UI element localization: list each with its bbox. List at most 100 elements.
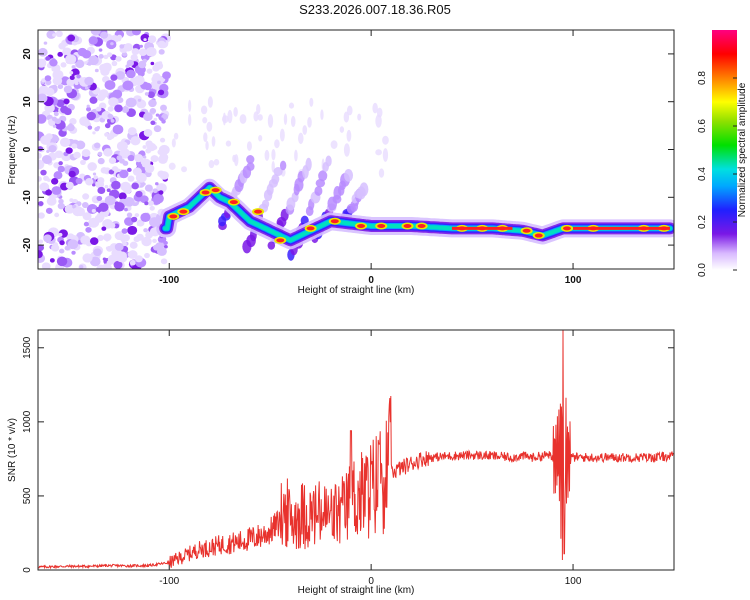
noise-blob (124, 197, 135, 207)
noise-blob (81, 202, 89, 209)
noise-blob (98, 54, 104, 59)
noise-blob (119, 148, 131, 159)
noise-blob (52, 69, 64, 80)
noise-blob (93, 175, 98, 180)
spectrogram-x-tick-label: -100 (159, 275, 179, 286)
noise-blob (142, 182, 146, 186)
noise-blob (320, 109, 324, 121)
streak-blob (261, 199, 270, 209)
noise-blob (100, 167, 108, 174)
noise-blob (58, 42, 66, 50)
noise-blob (162, 71, 171, 80)
noise-blob (114, 242, 124, 251)
noise-blob (65, 181, 74, 189)
streak-blob (246, 155, 255, 164)
noise-blob (71, 65, 76, 69)
streak-blob (267, 241, 276, 250)
noise-blob (171, 138, 176, 148)
noise-blob (92, 183, 96, 187)
noise-blob (58, 204, 62, 208)
noise-blob (90, 30, 101, 36)
colorbar-tick-label: 0.0 (697, 263, 708, 277)
noise-blob (38, 47, 48, 57)
noise-blob (65, 54, 77, 65)
noise-blob (188, 114, 192, 126)
noise-blob (357, 113, 362, 121)
noise-blob (75, 140, 86, 150)
noise-blob (157, 235, 167, 244)
noise-blob (43, 175, 50, 182)
ridge-core (534, 233, 543, 238)
streak-blob (246, 162, 255, 171)
noise-blob (89, 237, 99, 245)
noise-blob (94, 142, 101, 149)
noise-blob (136, 222, 141, 227)
noise-blob (144, 184, 153, 192)
noise-blob (106, 188, 111, 193)
noise-blob (138, 48, 148, 56)
ridge-core (403, 223, 412, 228)
noise-blob (57, 51, 63, 57)
noise-blob (142, 145, 147, 149)
noise-blob (104, 263, 109, 268)
noise-blob (153, 193, 164, 204)
noise-blob (97, 151, 103, 157)
noise-blob (126, 69, 136, 79)
noise-blob (110, 119, 115, 123)
noise-blob (69, 198, 74, 202)
noise-blob (101, 62, 112, 73)
ridge-core (229, 200, 238, 205)
noise-blob (85, 226, 92, 233)
noise-blob (96, 195, 103, 201)
noise-blob (98, 48, 103, 52)
ridge-core (254, 209, 263, 214)
noise-blob (157, 80, 161, 85)
noise-blob (86, 104, 90, 108)
noise-blob (38, 114, 47, 124)
noise-blob (49, 58, 58, 67)
noise-blob (58, 248, 65, 254)
noise-blob (152, 188, 158, 194)
noise-blob (145, 47, 157, 57)
noise-blob (58, 161, 63, 166)
noise-blob (134, 154, 144, 163)
noise-blob (152, 238, 157, 244)
noise-blob (101, 226, 107, 231)
noise-blob (41, 262, 51, 269)
noise-blob (103, 233, 112, 242)
colorbar-ticks: 0.0 0.2 0.4 0.6 0.8 (697, 71, 737, 277)
noise-blob (38, 212, 45, 219)
noise-blob (283, 113, 288, 125)
noise-blob (52, 33, 57, 37)
noise-blob (95, 106, 102, 112)
ridge-core (330, 219, 339, 224)
snr-y-tick-label: 500 (22, 487, 33, 504)
noise-blob (144, 92, 149, 96)
noise-blob (107, 133, 115, 140)
colorbar-tick-label: 0.6 (697, 119, 708, 133)
ridge-core (306, 226, 315, 231)
ridge-core (522, 228, 531, 233)
noise-blob (122, 80, 134, 91)
noise-blob (108, 169, 115, 175)
noise-blob (112, 89, 123, 99)
noise-blob (126, 59, 134, 67)
noise-blob (82, 253, 93, 263)
noise-blob (157, 89, 165, 96)
noise-blob (111, 180, 121, 190)
snr-y-tick-label: 1500 (22, 336, 33, 359)
noise-blob (233, 107, 238, 117)
noise-blob (52, 124, 57, 128)
noise-blob (119, 158, 125, 164)
ridge-core (169, 214, 178, 219)
noise-blob (127, 154, 135, 162)
streak-blob (271, 174, 280, 185)
spectrogram-y-tick-label: 20 (22, 48, 33, 60)
noise-blob (62, 47, 72, 57)
noise-blob (140, 222, 144, 226)
noise-blob (98, 89, 109, 99)
noise-blob (67, 239, 79, 250)
noise-blob (147, 200, 154, 206)
noise-blob (103, 212, 109, 218)
noise-blob (141, 236, 152, 247)
